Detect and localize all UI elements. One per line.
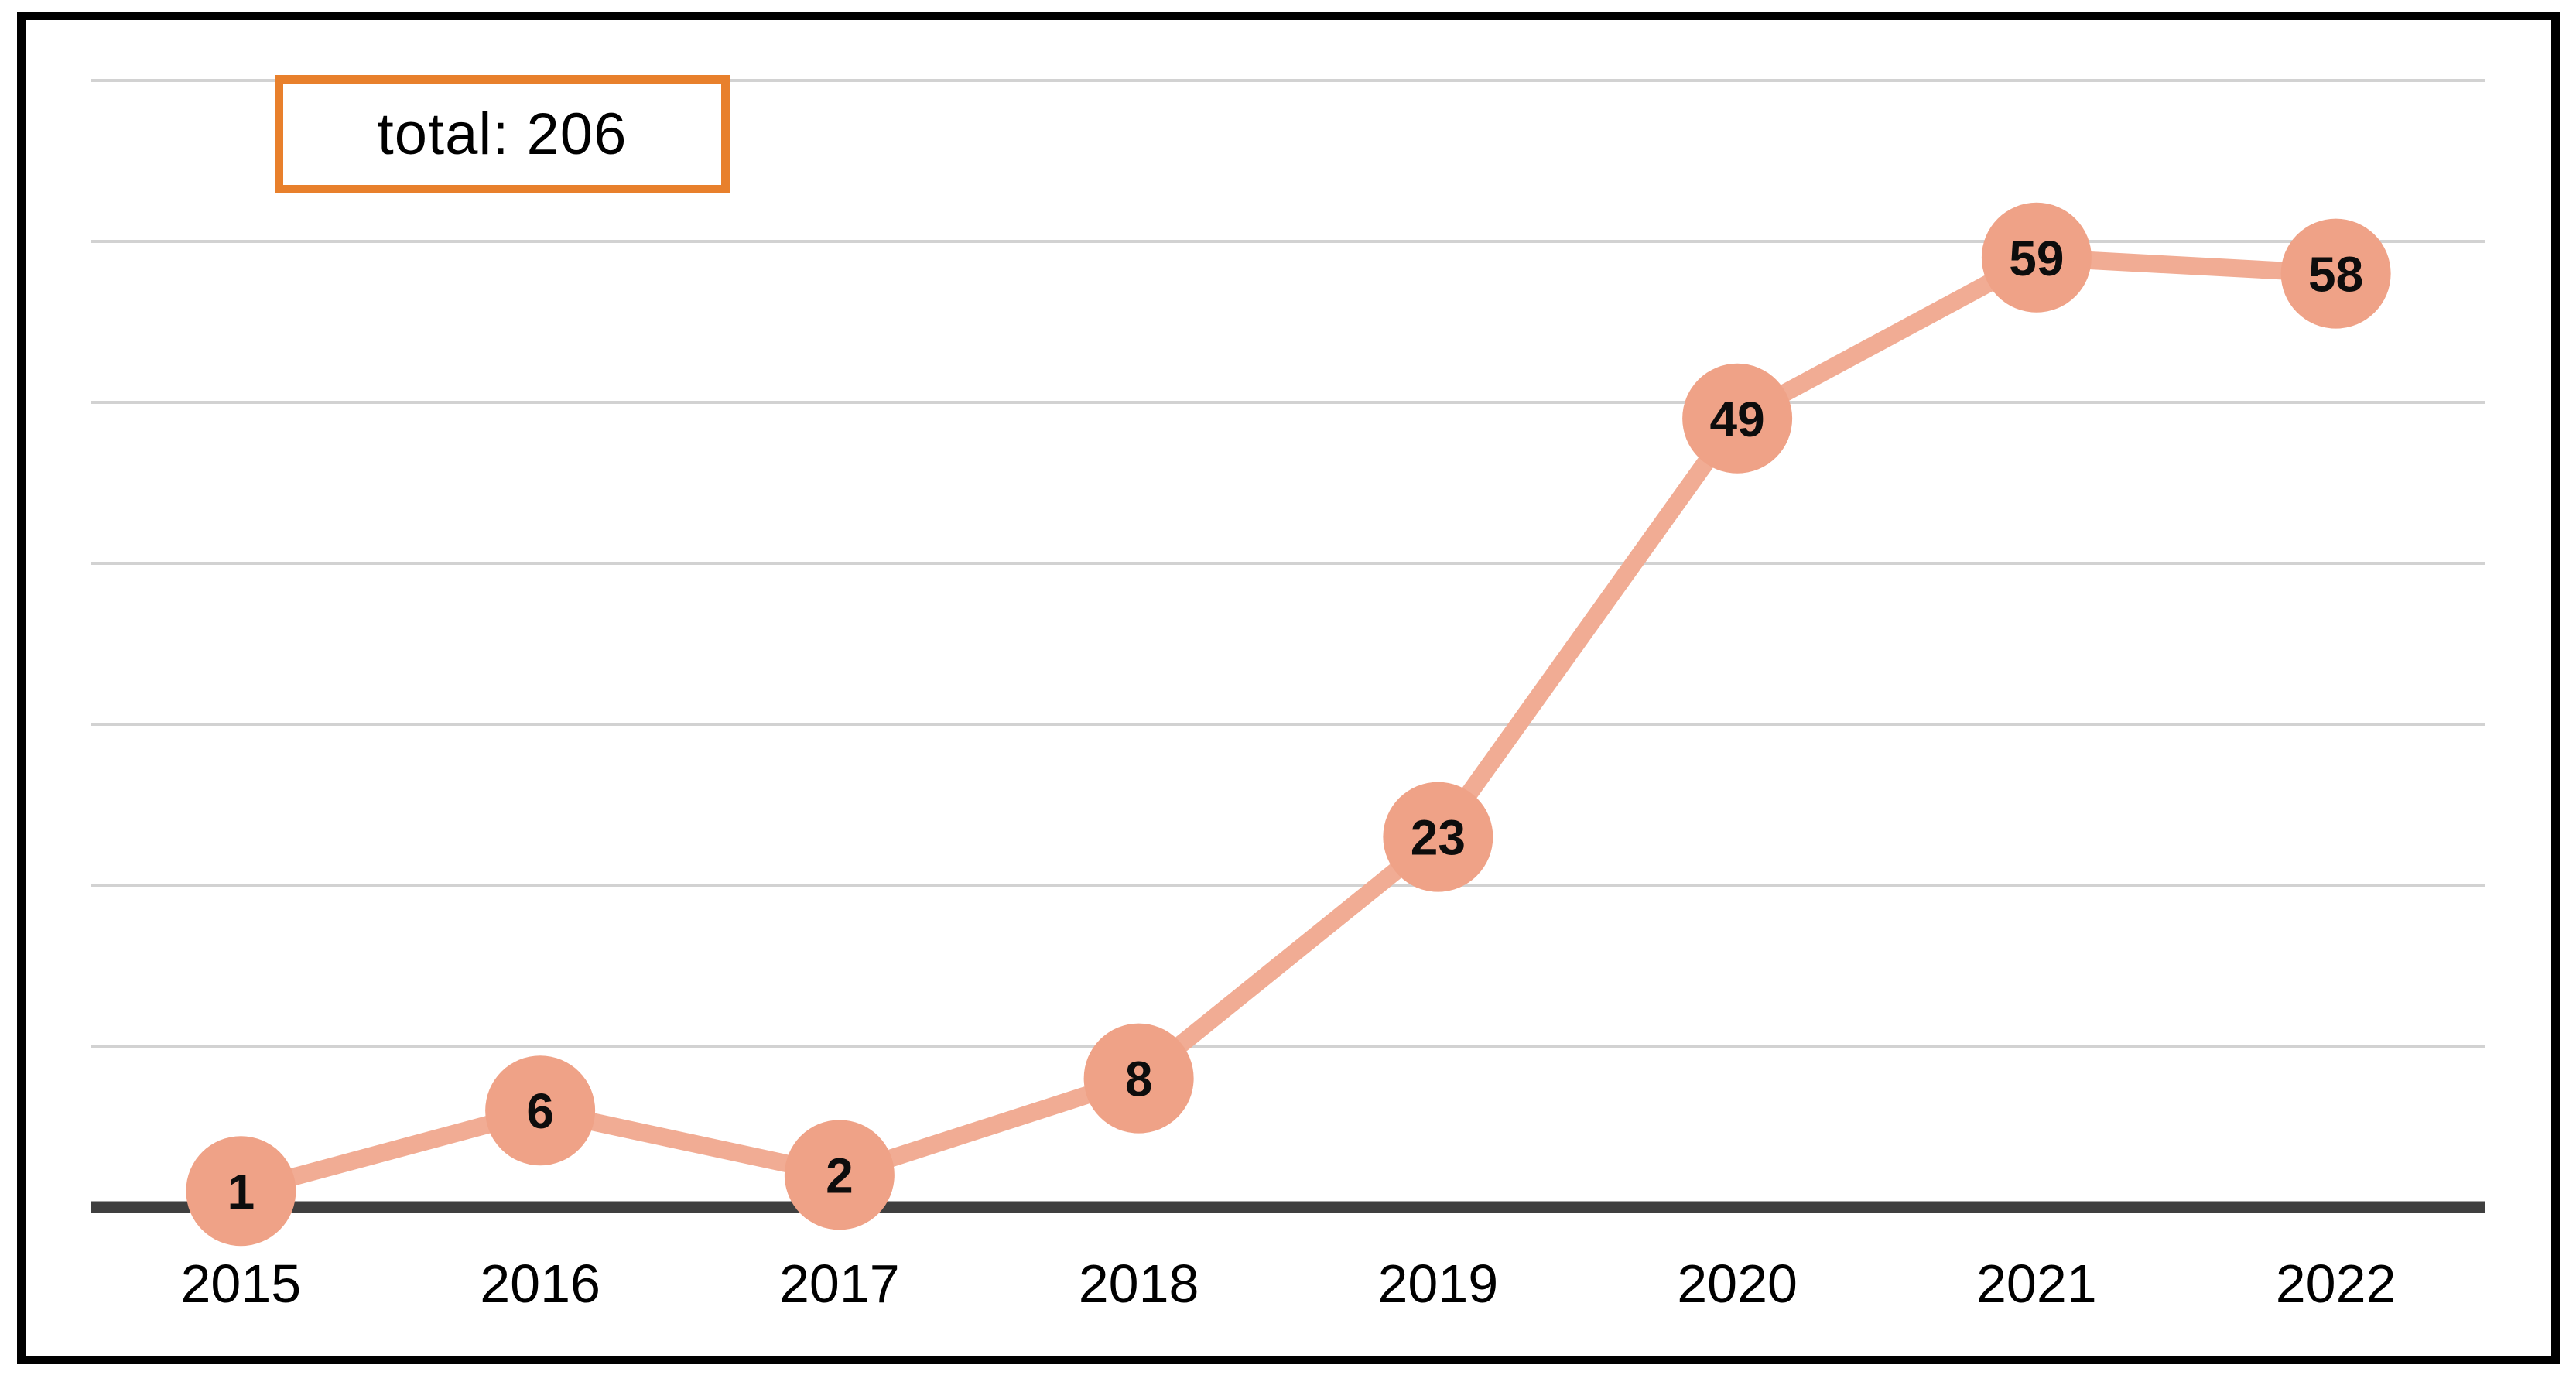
data-point-marker-2017 [784, 1120, 895, 1230]
total-box: total: 206 [275, 75, 730, 193]
data-label-2018: 8 [1125, 1052, 1153, 1107]
x-axis-label-2022: 2022 [2276, 1254, 2396, 1314]
data-point-marker-2021 [1981, 202, 2092, 313]
data-point-marker-2018 [1083, 1023, 1194, 1134]
data-point-marker-2019 [1383, 782, 1493, 892]
data-point-marker-2020 [1682, 363, 1793, 474]
x-axis-label-2016: 2016 [480, 1254, 600, 1314]
x-axis-label-2017: 2017 [779, 1254, 900, 1314]
data-label-2022: 58 [2308, 247, 2363, 303]
data-point-marker-2015 [186, 1136, 296, 1247]
data-point-marker-2022 [2280, 218, 2391, 329]
x-axis-label-2021: 2021 [1976, 1254, 2097, 1314]
data-label-2015: 1 [227, 1164, 255, 1219]
data-point-marker-2016 [485, 1055, 596, 1166]
x-axis-label-2019: 2019 [1378, 1254, 1499, 1314]
total-label: total: 206 [377, 101, 628, 167]
x-axis-label-2018: 2018 [1079, 1254, 1199, 1314]
data-label-2020: 49 [1710, 392, 1765, 447]
data-label-2016: 6 [526, 1083, 554, 1139]
x-axis-label-2020: 2020 [1677, 1254, 1798, 1314]
data-label-2019: 23 [1411, 810, 1466, 866]
x-axis-label-2015: 2015 [181, 1254, 302, 1314]
data-label-2017: 2 [826, 1148, 854, 1203]
data-label-2021: 59 [2009, 231, 2064, 286]
